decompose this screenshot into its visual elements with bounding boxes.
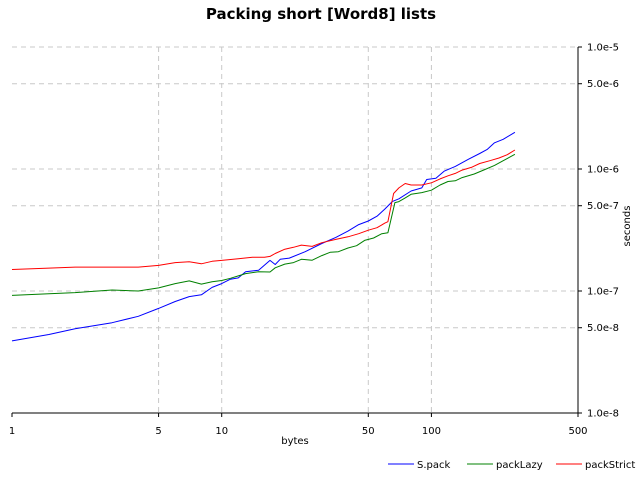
x-axis-label: bytes <box>281 436 309 447</box>
y-tick-label: 5.0e-8 <box>587 323 619 334</box>
x-tick-label: 100 <box>422 426 441 437</box>
x-tick-label: 5 <box>155 426 161 437</box>
x-ticks: 1 5 10 50 100 500 <box>9 413 588 437</box>
x-tick-label: 500 <box>568 426 587 437</box>
legend: S.pack packLazy packStrict <box>388 460 635 471</box>
y-tick-label: 1.0e-7 <box>587 287 619 298</box>
series-line-packlazy <box>11 153 516 296</box>
y-tick-label: 1.0e-8 <box>587 409 619 420</box>
x-tick-label: 10 <box>215 426 228 437</box>
series-lines <box>11 131 516 342</box>
y-axis-label: seconds <box>622 206 633 247</box>
legend-label: packStrict <box>585 460 635 471</box>
y-ticks: 1.0e-5 5.0e-6 1.0e-6 5.0e-7 1.0e-7 5.0e-8 1.0e… <box>578 43 619 420</box>
plot-area-frame <box>12 47 578 413</box>
legend-label: packLazy <box>496 460 543 471</box>
y-tick-label: 5.0e-7 <box>587 201 619 212</box>
x-tick-label: 50 <box>362 426 375 437</box>
chart-title: Packing short [Word8] lists <box>206 5 436 23</box>
y-tick-label: 5.0e-6 <box>587 79 619 90</box>
series-line-packstrict <box>11 149 516 270</box>
legend-label: S.pack <box>417 460 451 471</box>
y-tick-label: 1.0e-5 <box>587 43 619 54</box>
grid <box>12 46 578 413</box>
series-line-s-pack <box>11 131 516 342</box>
x-tick-label: 1 <box>9 426 15 437</box>
y-tick-label: 1.0e-6 <box>587 165 619 176</box>
